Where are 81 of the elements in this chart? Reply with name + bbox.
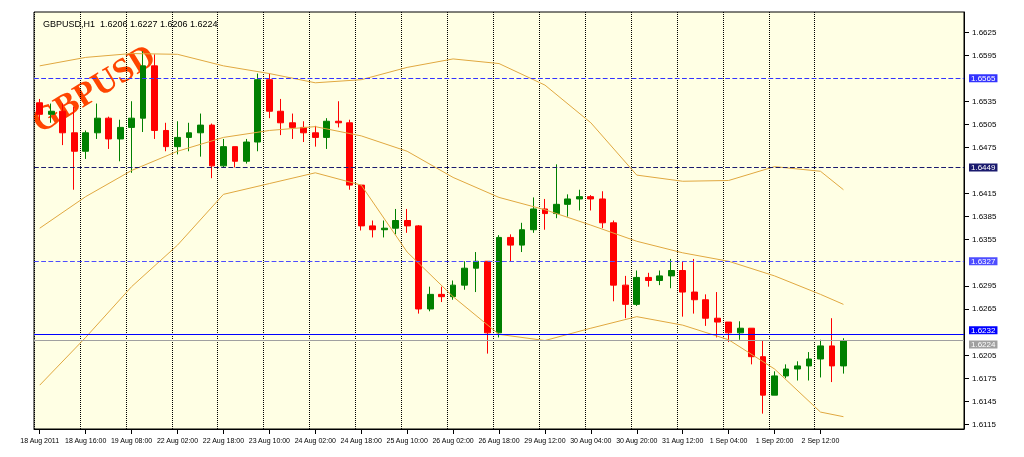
candlestick bbox=[576, 189, 583, 211]
candlestick bbox=[656, 270, 663, 286]
candlestick bbox=[599, 190, 606, 229]
candlestick bbox=[691, 258, 698, 315]
candlestick bbox=[840, 337, 847, 375]
candlestick bbox=[771, 370, 778, 396]
candlestick bbox=[369, 220, 376, 238]
candlestick bbox=[806, 351, 812, 382]
candlestick bbox=[622, 275, 629, 319]
candlestick bbox=[553, 163, 560, 219]
candlestick bbox=[610, 220, 617, 302]
candlestick bbox=[427, 286, 434, 312]
candlestick bbox=[450, 280, 456, 301]
y-tick-label: 1.6355 bbox=[972, 235, 998, 245]
candlestick bbox=[346, 119, 353, 191]
candlestick bbox=[668, 258, 675, 289]
candlestick bbox=[243, 138, 250, 165]
y-tick-label: 1.6415 bbox=[972, 189, 998, 199]
candlestick bbox=[507, 233, 514, 262]
y-tick-label: 1.6265 bbox=[972, 304, 998, 314]
candlestick bbox=[794, 360, 801, 382]
candlestick bbox=[484, 260, 491, 355]
ref-line-label: 1.6232 bbox=[971, 325, 997, 335]
candlestick bbox=[404, 208, 411, 234]
candlestick bbox=[702, 293, 709, 327]
candlestick bbox=[633, 270, 640, 307]
candlestick bbox=[209, 123, 215, 179]
y-tick-label: 1.6295 bbox=[972, 281, 998, 291]
candlestick bbox=[151, 53, 158, 140]
y-tick-label: 1.6475 bbox=[972, 142, 998, 152]
candlestick bbox=[438, 286, 445, 303]
candlestick bbox=[36, 98, 43, 121]
candlestick bbox=[197, 113, 204, 158]
candlestick bbox=[82, 129, 89, 160]
candlestick bbox=[461, 260, 468, 291]
y-tick-label: 1.6505 bbox=[972, 119, 998, 129]
candlestick bbox=[473, 251, 479, 293]
line-series bbox=[39, 172, 844, 418]
candlestick bbox=[519, 222, 525, 253]
y-tick-label: 1.6385 bbox=[972, 212, 998, 222]
candlestick bbox=[392, 208, 399, 235]
candlestick bbox=[645, 272, 652, 288]
y-tick-label: 1.6205 bbox=[972, 350, 998, 360]
candlestick bbox=[829, 317, 835, 383]
candlestick bbox=[760, 340, 766, 415]
candlestick bbox=[220, 138, 227, 168]
ref-line-label: 1.6224 bbox=[971, 340, 997, 350]
candlestick bbox=[530, 196, 537, 234]
candlestick bbox=[232, 146, 238, 168]
candlestick bbox=[817, 339, 824, 378]
ref-line-label: 1.6327 bbox=[971, 256, 997, 266]
candlestick bbox=[266, 73, 273, 119]
candlestick bbox=[254, 73, 261, 152]
text: GBPUSD,H1 1.6206 1.6227 1.6206 1.6224 bbox=[43, 18, 218, 29]
candlestick bbox=[381, 220, 388, 238]
y-tick-label: 1.6115 bbox=[972, 419, 997, 429]
candlestick bbox=[496, 234, 502, 338]
candlestick bbox=[564, 193, 571, 218]
candlestick bbox=[587, 194, 594, 211]
candlestick bbox=[415, 224, 422, 315]
candlestick bbox=[289, 113, 296, 140]
candlestick bbox=[335, 100, 342, 128]
candlestick bbox=[737, 320, 744, 341]
y-tick-label: 1.6535 bbox=[972, 96, 998, 106]
candlestick bbox=[174, 120, 181, 155]
candlestick bbox=[725, 321, 732, 343]
candlestick bbox=[186, 122, 192, 152]
y-tick-label: 1.6625 bbox=[972, 27, 998, 37]
y-tick-label: 1.6145 bbox=[972, 396, 998, 406]
y-tick-label: 1.6175 bbox=[972, 373, 998, 383]
candlestick bbox=[783, 363, 789, 379]
ref-line-label: 1.6565 bbox=[971, 73, 997, 83]
y-tick-label: 1.6595 bbox=[972, 50, 998, 60]
candlestick bbox=[358, 184, 365, 231]
candlestick bbox=[48, 103, 55, 124]
candlestick bbox=[679, 260, 686, 318]
candlestick bbox=[277, 98, 284, 136]
ref-line-label: 1.6449 bbox=[971, 162, 997, 172]
candlestick bbox=[163, 122, 169, 152]
candlestick bbox=[312, 125, 319, 148]
candlestick bbox=[323, 117, 330, 150]
